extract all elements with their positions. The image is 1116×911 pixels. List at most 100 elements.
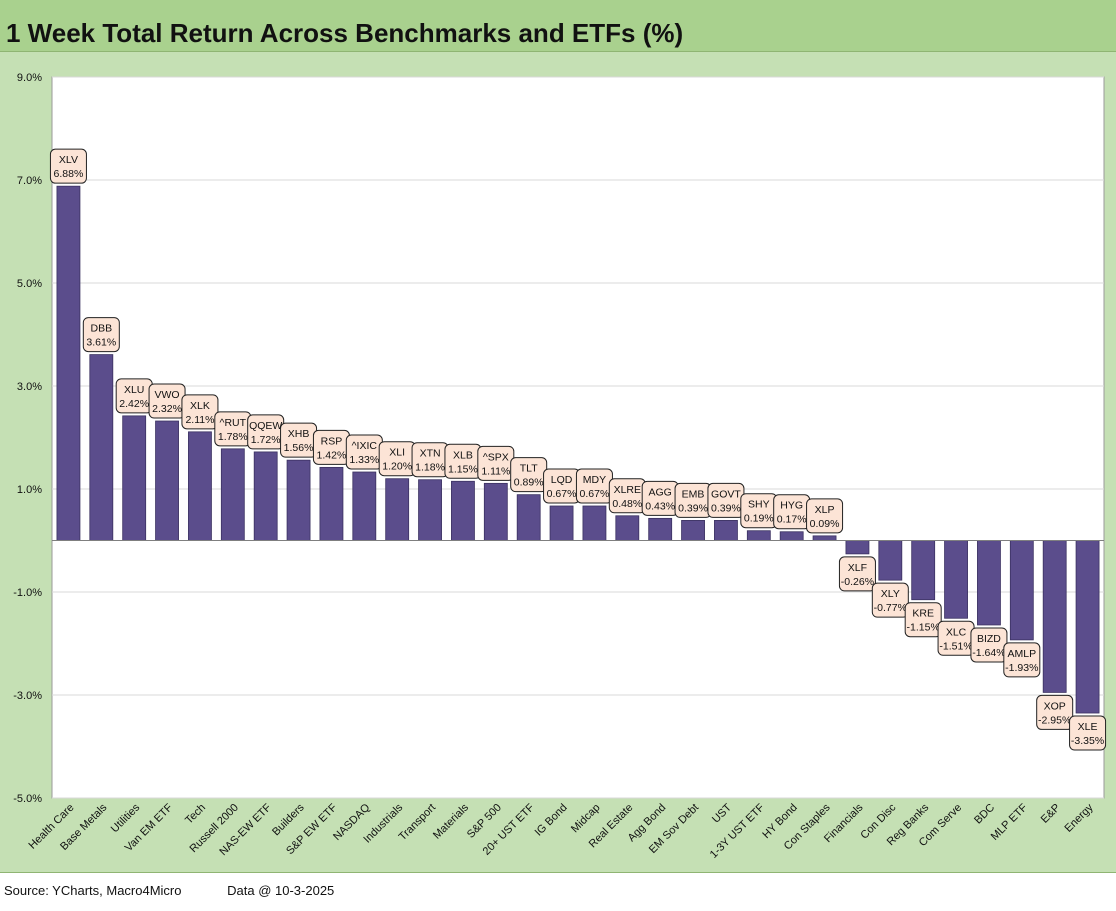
data-label-ticker: XLE [1078, 721, 1098, 733]
data-label-ticker: XLRE [614, 484, 641, 496]
data-label-ticker: XHB [288, 428, 310, 440]
bar-bizd [977, 540, 1001, 626]
data-label-ticker: AMLP [1008, 648, 1037, 660]
data-label: SHY 0.19% [740, 493, 778, 529]
data-label-ticker: XLU [124, 384, 144, 396]
x-tick-label: Tech [183, 802, 208, 827]
bar-xly [878, 540, 903, 581]
data-label: XLRE 0.48% [608, 478, 646, 514]
data-label: XOP -2.95% [1036, 694, 1074, 730]
data-label-ticker: HYG [780, 500, 803, 512]
data-label-value: 0.48% [612, 498, 642, 510]
data-label-ticker: GOVT [711, 488, 741, 500]
data-label-ticker: XLB [453, 449, 473, 461]
data-label-ticker: XLK [190, 400, 210, 412]
bar-dbb [89, 354, 114, 541]
data-label-box [1003, 642, 1041, 678]
data-label: LQD 0.67% [543, 468, 581, 504]
bar-govt [714, 520, 738, 541]
data-label: XHB 1.56% [280, 422, 318, 458]
data-label-value: 1.72% [251, 434, 281, 446]
data-label-value: 1.18% [415, 462, 445, 474]
footer: Source: YCharts, Macro4Micro Data @ 10-3… [4, 883, 334, 898]
data-label-value: -1.15% [907, 622, 940, 634]
data-label: VWO 2.32% [148, 383, 186, 419]
bar-xlf [845, 540, 870, 555]
data-label-ticker: QQEW [249, 420, 282, 432]
bar-agg [648, 517, 673, 541]
data-label-ticker: LQD [551, 474, 573, 486]
data-label: AGG 0.43% [641, 480, 679, 516]
data-label-value: 0.67% [580, 488, 610, 500]
data-label-ticker: EMB [682, 488, 705, 500]
data-label-value: 1.33% [349, 454, 379, 466]
data-label-value: 0.09% [810, 518, 840, 530]
data-label-ticker: XLP [815, 504, 835, 516]
data-label-box [82, 317, 120, 353]
data-label-value: 1.78% [218, 431, 248, 443]
bar-xli [385, 478, 410, 541]
data-label-ticker: RSP [321, 435, 343, 447]
data-label-value: 1.20% [382, 461, 412, 473]
data-label-box [871, 582, 909, 618]
bar-tlt [516, 494, 541, 541]
page-title: 1 Week Total Return Across Benchmarks an… [6, 18, 684, 48]
data-label: RSP 1.42% [312, 429, 350, 465]
data-label-box [1069, 715, 1107, 751]
y-tick-label: -3.0% [13, 690, 42, 702]
bar-xtn [418, 479, 442, 541]
data-label: ^RUT 1.78% [214, 411, 252, 447]
x-tick-label: Materials [431, 801, 471, 841]
bar-ixic [352, 471, 377, 541]
data-label-value: 2.32% [152, 403, 182, 415]
bar-chart: 9.0% 7.0% 5.0% 3.0% 1.0% -1.0% -3.0% -5.0% XLV 6.… [13, 72, 1107, 861]
bar-xlp [812, 535, 837, 541]
bar-xop [1042, 540, 1067, 693]
data-label: DBB 3.61% [82, 317, 120, 353]
bar-rsp [319, 466, 344, 541]
x-tick-label: IG Bond [533, 802, 570, 839]
data-label: AMLP -1.93% [1003, 642, 1041, 678]
bar-xlv [56, 185, 81, 541]
bar-xlk [188, 431, 212, 541]
data-label-value: 2.42% [119, 398, 149, 410]
data-label-ticker: XOP [1044, 700, 1066, 712]
data-label: XTN 1.18% [411, 442, 449, 478]
data-label: XLI 1.20% [378, 441, 416, 477]
data-label-value: -1.93% [1005, 662, 1038, 674]
bar-xlre [615, 515, 640, 541]
data-label: XLV 6.88% [49, 148, 87, 184]
data-label-value: 0.39% [711, 502, 741, 514]
data-label-box [1036, 694, 1074, 730]
data-label-value: 3.61% [86, 337, 116, 349]
data-label-box [806, 498, 844, 534]
bar-xlb [451, 480, 475, 541]
data-label-value: -3.35% [1071, 735, 1104, 747]
data-label: ^SPX 1.11% [477, 445, 515, 481]
data-label-ticker: XLY [881, 588, 900, 600]
data-label-value: 1.42% [317, 449, 347, 461]
source-note: Source: YCharts, Macro4Micro [4, 883, 182, 898]
data-label-ticker: ^IXIC [352, 440, 378, 452]
title-bar: 1 Week Total Return Across Benchmarks an… [0, 0, 1116, 52]
data-label-value: 1.11% [481, 465, 510, 477]
data-label: XLB 1.15% [444, 443, 482, 479]
bar-xlc [944, 540, 968, 619]
data-label: ^IXIC 1.33% [345, 434, 383, 470]
data-label-value: 1.56% [284, 442, 314, 454]
y-tick-label: -5.0% [13, 793, 42, 805]
data-label: GOVT 0.39% [707, 482, 745, 518]
bar-mdy [582, 505, 607, 541]
y-tick-label: 9.0% [17, 72, 42, 84]
data-label: EMB 0.39% [674, 482, 712, 518]
data-label-ticker: XLV [59, 154, 78, 166]
data-label: XLY -0.77% [871, 582, 909, 618]
bar-xle [1075, 540, 1100, 714]
data-label-value: 0.39% [678, 502, 708, 514]
data-label: BIZD -1.64% [970, 627, 1008, 663]
data-label: XLF -0.26% [838, 556, 876, 592]
data-label: XLK 2.11% [181, 394, 219, 430]
bar-hyg [779, 531, 804, 541]
data-label-box [904, 602, 942, 638]
bar-qqew [253, 451, 278, 541]
